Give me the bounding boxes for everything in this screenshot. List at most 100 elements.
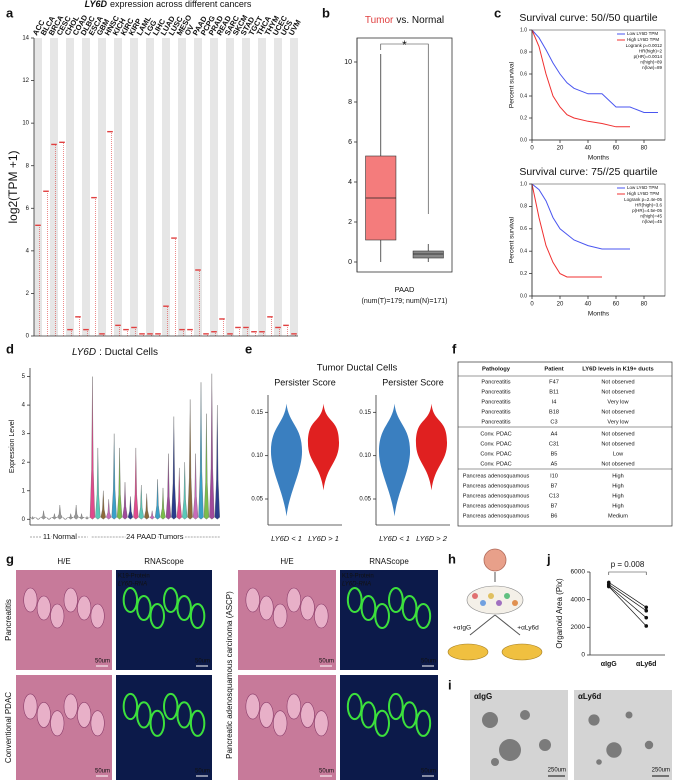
tissue-structure: [77, 702, 92, 728]
column-band: [162, 38, 170, 336]
stain-label: K19-Protein: [342, 574, 374, 580]
violin: [187, 399, 193, 520]
table-cell: High: [612, 473, 624, 479]
table-cell: I10: [550, 473, 558, 479]
scale-bar-label: 250um: [652, 768, 670, 774]
panel-letter: b: [322, 5, 330, 20]
scale-bar-label: 50um: [95, 659, 110, 665]
survival-curve: [531, 183, 602, 278]
table-cell: Conv. PDAC: [480, 451, 511, 457]
y-tick-label: 6: [348, 139, 352, 146]
table-cell: Pancreas adenosquamous: [463, 483, 530, 489]
y-tick-label: 4: [26, 248, 30, 254]
y-tick-label: 2: [26, 291, 30, 297]
violin: [133, 447, 139, 520]
x-tick-label: 60: [613, 146, 620, 152]
x-tick-label: 20: [557, 146, 564, 152]
y-tick-label: 0.4: [520, 93, 527, 99]
table-cell: Conv. PDAC: [480, 441, 511, 447]
panel-letter: d: [6, 341, 14, 356]
stat-annotation: p(HR)=0.0014: [634, 54, 663, 59]
stat-annotation: Logrank p=2.4e-05: [624, 197, 662, 202]
data-point: [644, 605, 649, 610]
tissue-structure: [50, 603, 65, 629]
violin: [214, 405, 220, 520]
k19-signal: [415, 603, 432, 629]
y-tick-label: 1: [22, 488, 26, 494]
k19-signal: [122, 692, 139, 721]
organoid-blob: [499, 739, 521, 761]
table-cell: Pancreas adenosquamous: [463, 503, 530, 509]
k19-signal: [149, 709, 165, 737]
y-tick-label: 6000: [571, 569, 586, 576]
stat-annotation: HR(high)=3.6: [635, 203, 662, 208]
column-band: [114, 38, 122, 336]
x-axis-label: Months: [588, 155, 610, 162]
tissue-structure: [36, 595, 51, 621]
chart-title-part: LY6D: [85, 0, 108, 9]
organoid-blob: [625, 711, 633, 719]
row-label: Pancreatitis: [4, 599, 13, 641]
pair-line: [608, 585, 647, 618]
tissue-structure: [77, 595, 92, 621]
column-header: RNAScope: [144, 557, 184, 566]
sample-note: (num(T)=179; num(N)=171): [362, 298, 448, 305]
table-cell: B5: [551, 451, 558, 457]
violin: [122, 482, 128, 520]
table-cell: Pancreatitis: [481, 389, 510, 395]
organoid-image: [574, 690, 672, 780]
tissue-structure: [314, 710, 329, 737]
table-cell: Pancreas adenosquamous: [463, 473, 530, 479]
k19-signal: [176, 701, 192, 729]
y-axis-label: log2(TPM +1): [6, 150, 20, 223]
chart-subtitle: Persister Score: [382, 377, 444, 387]
y-tick-label: 0.2: [520, 271, 527, 277]
table-cell: A5: [551, 461, 558, 467]
y-tick-label: 8: [26, 163, 30, 169]
table-cell: Pancreatitis: [481, 419, 510, 425]
y-tick-label: 1.0: [520, 27, 527, 33]
violin: [270, 403, 303, 517]
organoid-blob: [482, 712, 498, 728]
stat-annotation: Logrank p=0.0012: [626, 43, 663, 48]
panel-letter: e: [245, 341, 252, 356]
tissue-structure: [300, 702, 315, 728]
table-cell: Medium: [608, 513, 628, 519]
organoid: [483, 548, 507, 572]
violin: [73, 505, 79, 520]
violin: [111, 433, 117, 520]
k19-signal: [401, 701, 418, 729]
data-point: [644, 608, 649, 613]
violin: [182, 462, 188, 520]
chart-title: LY6D: Ductal Cells: [72, 347, 158, 358]
table-cell: F47: [549, 379, 559, 385]
y-tick-label: 0.4: [520, 249, 527, 255]
table-cell: B18: [549, 409, 559, 415]
violin: [138, 485, 144, 520]
column-band: [50, 38, 58, 336]
legend-label: Low LY6D TPM: [627, 185, 658, 190]
panel-letter: h: [448, 551, 456, 566]
scale-bar-label: 50um: [195, 659, 210, 665]
panel-letter: g: [6, 551, 14, 566]
violin: [203, 413, 210, 520]
table-cell: High: [612, 503, 624, 509]
x-tick-label: 60: [613, 302, 620, 308]
violin: [307, 403, 340, 491]
violin: [30, 516, 36, 520]
cell: [480, 600, 486, 606]
cell: [496, 600, 502, 606]
x-tick-label: 20: [557, 302, 564, 308]
organoid-image: [470, 690, 568, 780]
column-band: [258, 38, 266, 336]
panel-letter: j: [546, 551, 551, 566]
y-tick-label: 1.0: [520, 181, 527, 187]
stain-label: K19-Protein: [118, 574, 150, 580]
y-tick-label: 14: [22, 36, 29, 42]
violin: [149, 510, 155, 520]
chart-title: Survival curve: 75//25 quartile: [519, 166, 657, 178]
violin: [165, 453, 172, 520]
tissue-structure: [90, 710, 105, 737]
column-band: [146, 38, 154, 336]
k19-signal: [163, 587, 179, 613]
